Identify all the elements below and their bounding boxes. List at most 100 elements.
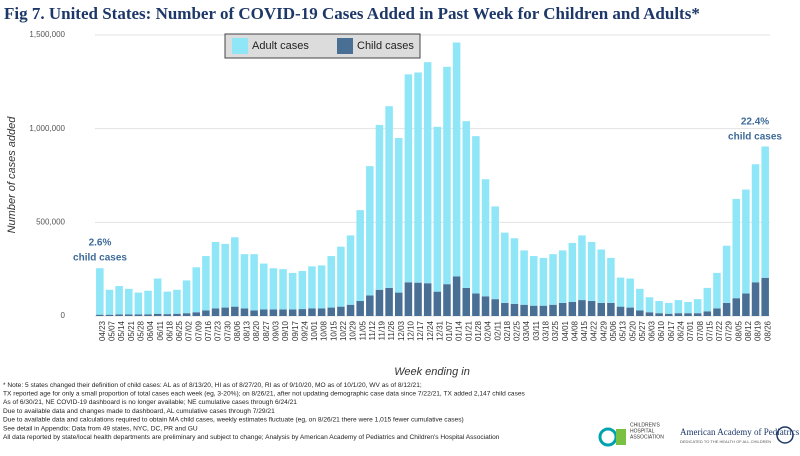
footnote: Due to available data and calculations r… [3, 417, 464, 424]
bar-segment [124, 288, 133, 315]
bar-segment [597, 249, 606, 303]
bar-segment [394, 292, 403, 316]
bar-segment [182, 313, 191, 316]
bar-segment [134, 292, 143, 315]
bar-segment [529, 256, 538, 306]
chart-title: Fig 7. United States: Number of COVID-19… [4, 4, 700, 23]
bar-segment [96, 268, 104, 315]
bar-segment [163, 291, 172, 315]
annotation: 22.4% [741, 117, 769, 128]
bar-segment [115, 286, 123, 315]
x-tick-label: 07/02 [185, 320, 194, 341]
bar-segment [163, 314, 172, 316]
bar-segment [105, 314, 114, 316]
bar-segment [626, 307, 634, 316]
bar-segment [414, 282, 422, 316]
bar-segment [674, 300, 683, 314]
legend-swatch [232, 38, 248, 54]
bar-segment [761, 277, 769, 316]
x-tick-label: 04/29 [599, 320, 608, 341]
bar-segment [587, 242, 596, 302]
x-tick-label: 06/04 [146, 320, 155, 341]
bar-segment [732, 198, 741, 299]
bar-segment [684, 301, 692, 314]
x-tick-label: 07/08 [696, 320, 705, 341]
x-tick-label: 05/06 [609, 320, 618, 341]
x-tick-label: 04/08 [570, 320, 579, 341]
bar-segment [664, 302, 673, 314]
x-tick-label: 04/22 [590, 320, 599, 341]
bar-segment [375, 124, 384, 290]
x-tick-label: 07/09 [194, 320, 203, 341]
x-tick-label: 09/10 [281, 320, 290, 341]
x-tick-label: 10/08 [320, 320, 329, 341]
footnote: See detail in Appendix: Data from 49 sta… [3, 425, 198, 432]
x-axis-label: Week ending in [394, 366, 470, 378]
bar-segment [501, 232, 509, 303]
bar-segment [279, 309, 287, 316]
bar-segment [105, 289, 114, 315]
bar-segment [385, 287, 393, 316]
x-tick-label: 02/25 [513, 320, 522, 341]
bar-segment [626, 278, 634, 308]
x-tick-label: 07/22 [715, 320, 724, 341]
bar-segment [568, 242, 577, 302]
x-tick-label: 04/23 [98, 320, 107, 341]
cha-logo: CHILDREN'S HOSPITAL ASSOCIATION [598, 422, 664, 447]
bar-segment [510, 238, 519, 304]
bar-segment [452, 276, 461, 316]
x-tick-label: 09/03 [272, 320, 281, 341]
annotation: child cases [728, 132, 782, 143]
x-tick-label: 06/10 [657, 320, 666, 341]
bar-segment [240, 308, 249, 316]
bar-segment [481, 296, 490, 316]
x-tick-label: 07/01 [686, 320, 695, 341]
x-tick-label: 01/07 [445, 320, 454, 341]
x-tick-label: 07/30 [223, 320, 232, 341]
bar-segment [636, 310, 644, 316]
bar-segment [231, 306, 239, 316]
x-tick-label: 06/11 [156, 320, 165, 340]
bar-segment [491, 299, 499, 316]
bar-segment [317, 308, 326, 316]
x-tick-label: 06/24 [677, 320, 686, 341]
bar-segment [684, 313, 692, 316]
bar-segment [443, 66, 451, 285]
bar-segment [202, 256, 210, 311]
bar-segment [115, 314, 123, 316]
bar-segment [597, 302, 606, 316]
x-tick-label: 12/17 [416, 320, 425, 341]
bar-segment [539, 305, 548, 316]
bar-segment [366, 166, 374, 296]
x-tick-label: 05/20 [628, 320, 637, 341]
bar-segment [443, 284, 451, 316]
bar-segment [578, 235, 586, 301]
aap-logo: American Academy of Pediatrics DEDICATED… [680, 426, 800, 444]
bar-segment [558, 250, 567, 303]
x-tick-label: 07/16 [204, 320, 213, 341]
bar-segment [742, 293, 750, 316]
x-tick-label: 11/19 [378, 320, 387, 340]
x-tick-label: 01/21 [464, 320, 473, 341]
x-tick-label: 10/22 [339, 320, 348, 341]
bar-segment [192, 267, 201, 313]
bar-segment [298, 309, 307, 316]
bar-segment [645, 297, 654, 313]
x-tick-label: 01/14 [455, 320, 464, 341]
y-axis-label: Number of cases added [6, 116, 18, 234]
x-tick-label: 10/01 [310, 320, 319, 341]
bar-segment [664, 313, 673, 316]
bar-segment [250, 254, 258, 311]
x-tick-label: 08/12 [744, 320, 753, 341]
x-tick-label: 09/17 [291, 320, 300, 341]
x-tick-label: 12/10 [407, 320, 416, 341]
bar-segment [327, 256, 336, 308]
x-tick-label: 06/25 [175, 320, 184, 341]
x-tick-label: 05/27 [638, 320, 647, 341]
logo-text: HOSPITAL [630, 428, 655, 434]
x-tick-label: 12/24 [426, 320, 435, 341]
bar-segment [269, 268, 278, 310]
bar-segment [288, 309, 297, 316]
bar-segment [722, 245, 731, 303]
